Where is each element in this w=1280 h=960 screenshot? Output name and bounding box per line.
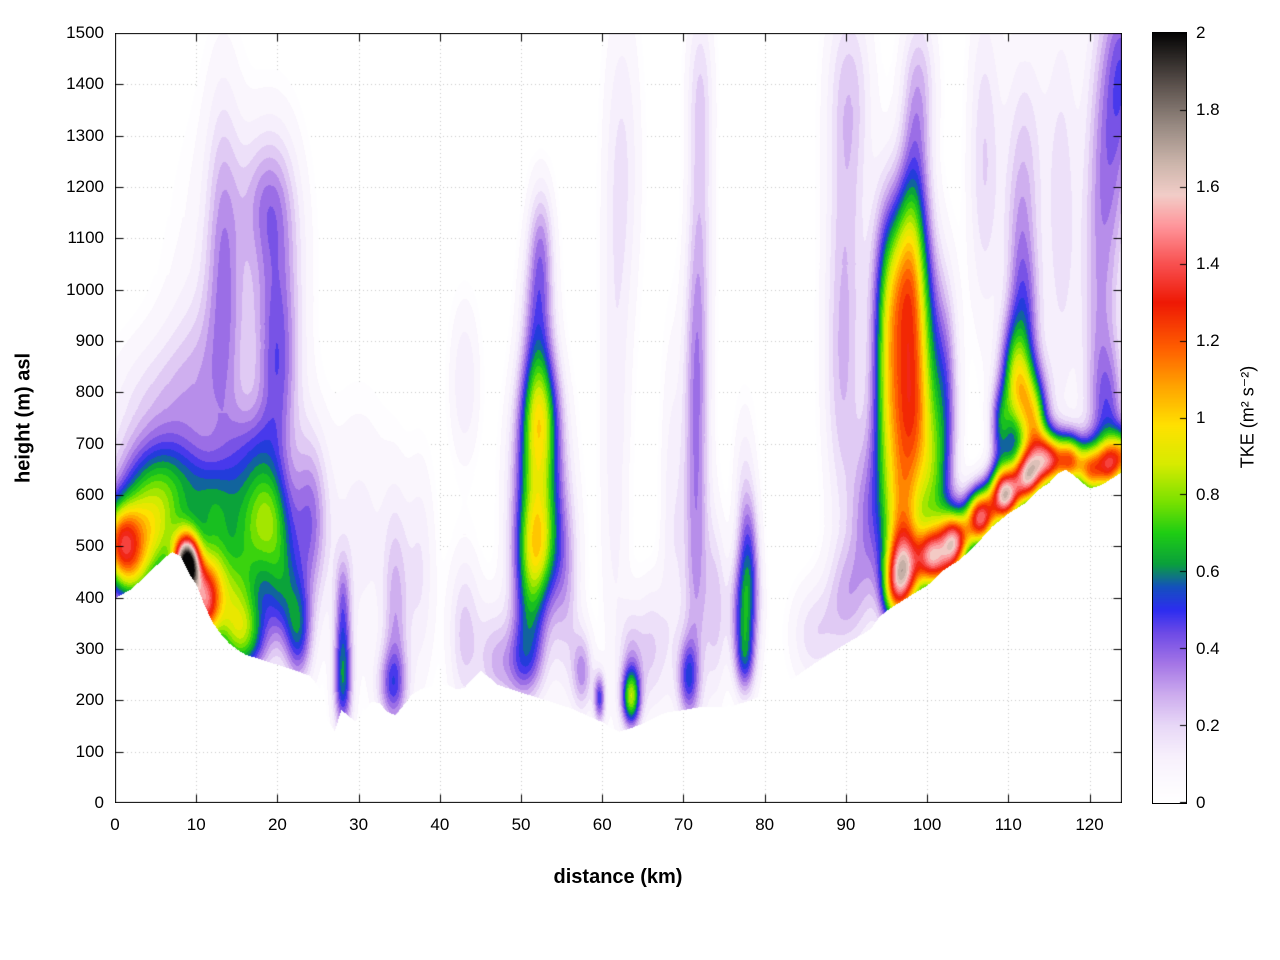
x-tick-label: 40 <box>430 815 450 834</box>
x-tick-label: 120 <box>1075 815 1104 834</box>
colorbar-tick-label: 1.4 <box>1196 254 1220 273</box>
colorbar-tick-label: 1.2 <box>1196 331 1220 350</box>
y-tick-label: 1500 <box>66 23 104 42</box>
colorbar-tick-label: 1.8 <box>1196 100 1220 119</box>
x-tick-label: 20 <box>267 815 287 834</box>
x-tick-label: 70 <box>673 815 693 834</box>
x-tick-label: 110 <box>994 815 1022 834</box>
heatmap-canvas <box>115 33 1122 803</box>
x-tick-label: 100 <box>912 815 942 834</box>
x-tick-label: 30 <box>349 815 369 834</box>
x-tick-label: 50 <box>511 815 531 834</box>
x-tick-label: 90 <box>836 815 856 834</box>
y-tick-label: 0 <box>94 793 104 812</box>
y-tick-label: 500 <box>75 536 104 556</box>
y-tick-label: 100 <box>75 741 104 761</box>
colorbar-gradient <box>1153 33 1186 803</box>
colorbar-tick-label: 1 <box>1196 408 1206 427</box>
y-tick-label: 900 <box>75 331 104 350</box>
x-tick-label: 60 <box>592 815 612 834</box>
y-tick-label: 600 <box>75 485 104 504</box>
y-tick-label: 1400 <box>66 74 104 94</box>
colorbar-tick-label: 2 <box>1196 23 1206 42</box>
colorbar-tick-label: 0.8 <box>1196 485 1220 504</box>
colorbar-tick-label: 0.4 <box>1196 639 1220 658</box>
y-tick-label: 400 <box>75 587 104 607</box>
y-tick-label: 1300 <box>66 125 104 145</box>
colorbar-tick-label: 0.2 <box>1196 716 1220 735</box>
colorbar <box>1152 32 1187 804</box>
plot-area <box>115 33 1122 803</box>
x-tick-label: 80 <box>755 815 775 834</box>
y-tick-label: 1200 <box>66 177 104 196</box>
y-tick-label: 200 <box>75 690 104 710</box>
colorbar-tick-label: 1.6 <box>1196 177 1220 196</box>
y-tick-label: 300 <box>75 639 104 658</box>
y-tick-label: 1000 <box>66 279 104 299</box>
x-tick-label: 0 <box>110 815 120 834</box>
y-tick-label: 700 <box>75 433 104 453</box>
y-axis-label: height (m) asl <box>12 352 35 484</box>
colorbar-tick-label: 0.6 <box>1196 562 1220 581</box>
y-tick-label: 800 <box>75 382 104 402</box>
x-tick-label: 10 <box>186 815 206 834</box>
x-axis-label: distance (km) <box>553 866 683 888</box>
y-tick-label: 1100 <box>67 228 104 248</box>
colorbar-tick-label: 0 <box>1196 793 1206 812</box>
